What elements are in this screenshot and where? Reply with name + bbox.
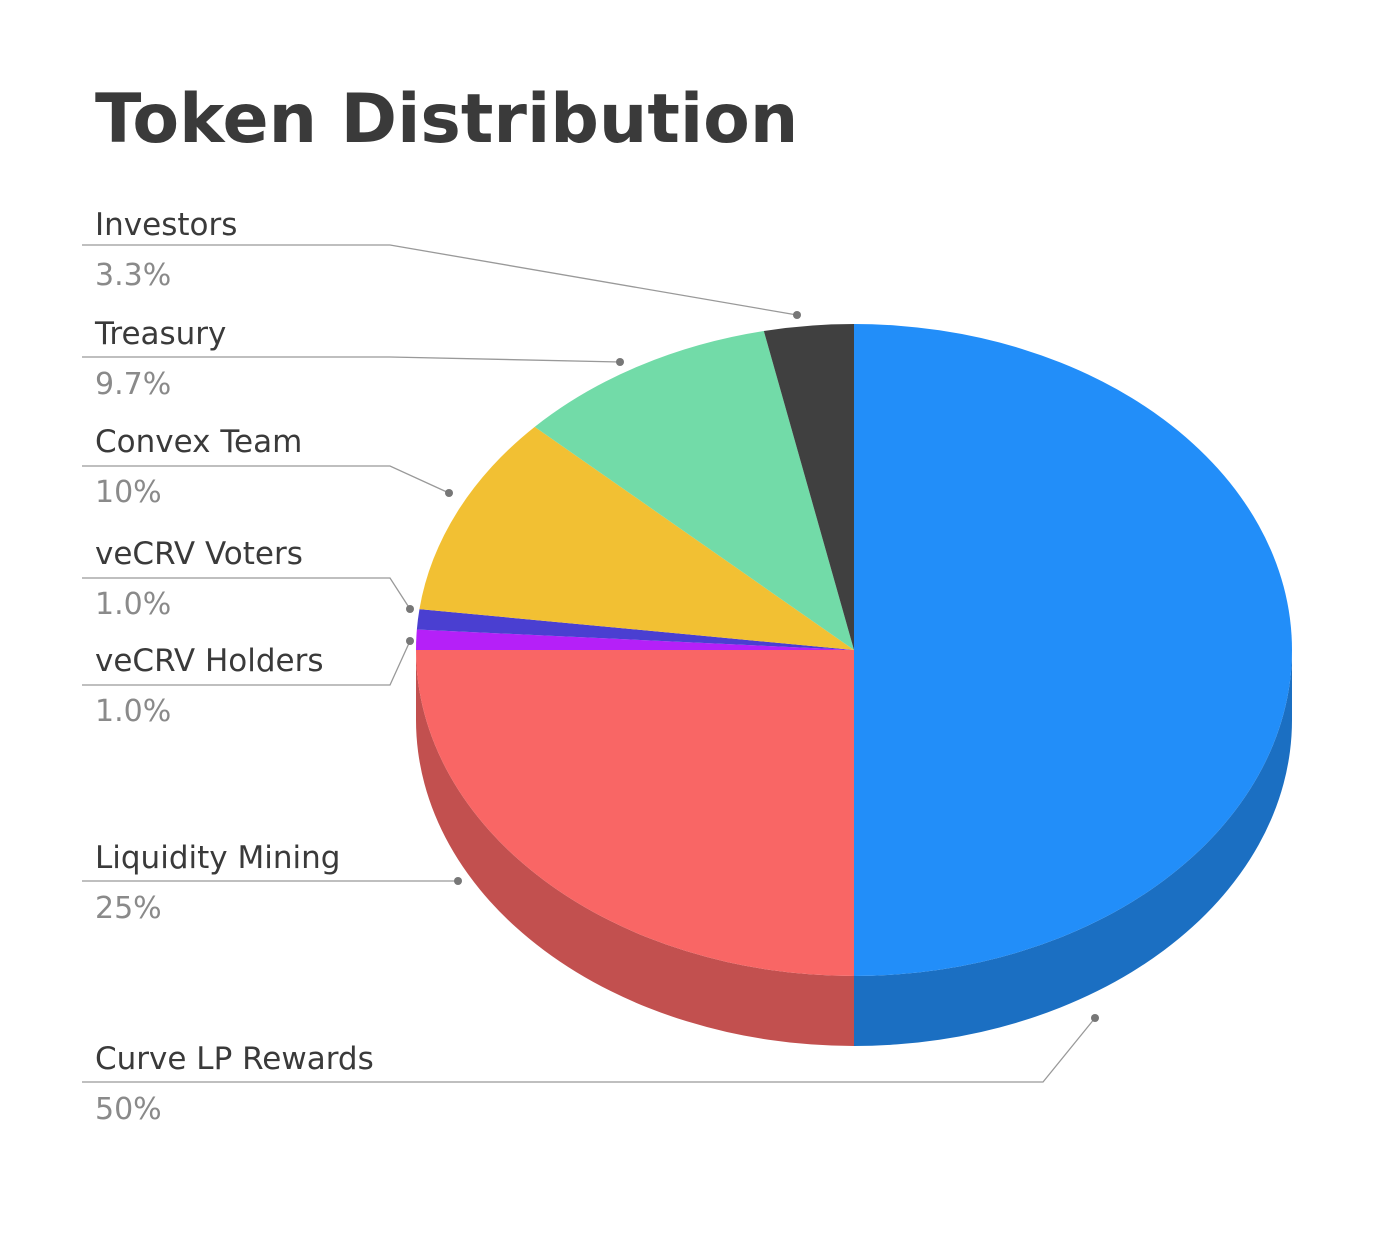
pie-slice (854, 324, 1292, 976)
legend-label: Convex Team (95, 424, 302, 460)
pie-slice-side (854, 650, 1292, 1046)
pie-slice (763, 324, 854, 650)
leader-dot (616, 358, 624, 366)
leader-line (82, 577, 411, 610)
value-label: 50% (95, 1092, 162, 1127)
leader-line (82, 465, 450, 494)
pie-slice (416, 650, 854, 976)
value-label: 10% (95, 475, 162, 510)
pie-slice (416, 609, 854, 650)
legend-label: Curve LP Rewards (95, 1041, 374, 1077)
leader-dot (793, 311, 801, 319)
leader-dot (1091, 1014, 1099, 1022)
leader-line (82, 244, 798, 316)
legend-label: veCRV Holders (95, 643, 324, 679)
pie-slice-side (416, 650, 854, 1046)
chart-title: Token Distribution (95, 80, 798, 159)
value-label: 25% (95, 891, 162, 926)
leader-dot (445, 489, 453, 497)
legend-label: Treasury (94, 316, 226, 352)
value-label: 3.3% (95, 258, 171, 293)
legend-label: Investors (95, 207, 237, 243)
leader-dot (454, 877, 462, 885)
pie-slice (419, 426, 854, 650)
leader-line (82, 1017, 1096, 1083)
leader-dot (406, 605, 414, 613)
pie-slice (416, 629, 854, 650)
value-label: 1.0% (95, 694, 171, 729)
leader-dot (406, 637, 414, 645)
pie-slice (534, 330, 854, 650)
legend-label: veCRV Voters (95, 536, 303, 572)
value-label: 1.0% (95, 587, 171, 622)
legend-label: Liquidity Mining (95, 840, 340, 876)
leader-line (82, 640, 411, 686)
leader-line (82, 356, 621, 363)
value-label: 9.7% (95, 367, 171, 402)
